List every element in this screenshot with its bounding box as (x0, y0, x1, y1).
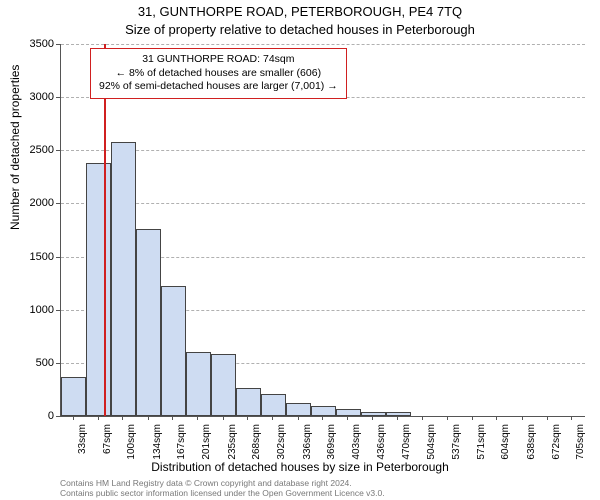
chart-title: Size of property relative to detached ho… (0, 22, 600, 37)
y-tick-mark (56, 150, 60, 151)
annotation-line2: ← 8% of detached houses are smaller (606… (99, 67, 338, 81)
histogram-bar (311, 406, 336, 416)
x-tick-mark (98, 416, 99, 420)
histogram-bar (86, 163, 111, 416)
histogram-bar (386, 412, 411, 416)
x-tick-label: 201sqm (201, 424, 212, 468)
histogram-bar (61, 377, 86, 416)
x-tick-label: 436sqm (376, 424, 387, 468)
y-tick-label: 0 (4, 410, 54, 422)
x-tick-mark (197, 416, 198, 420)
x-tick-label: 67sqm (102, 424, 113, 468)
x-tick-mark (272, 416, 273, 420)
x-tick-mark (73, 416, 74, 420)
histogram-bar (211, 354, 236, 416)
x-tick-label: 705sqm (575, 424, 586, 468)
x-tick-mark (447, 416, 448, 420)
histogram-bar (336, 409, 361, 416)
y-tick-label: 2000 (4, 197, 54, 209)
x-tick-label: 336sqm (302, 424, 313, 468)
histogram-bar (111, 142, 136, 416)
x-tick-label: 268sqm (251, 424, 262, 468)
y-tick-mark (56, 416, 60, 417)
histogram-bar (136, 229, 161, 416)
x-tick-label: 537sqm (451, 424, 462, 468)
y-tick-label: 3000 (4, 91, 54, 103)
x-tick-label: 134sqm (152, 424, 163, 468)
y-tick-label: 2500 (4, 144, 54, 156)
y-tick-label: 1000 (4, 304, 54, 316)
annotation-line1: 31 GUNTHORPE ROAD: 74sqm (99, 53, 338, 67)
x-tick-label: 638sqm (526, 424, 537, 468)
x-tick-label: 235sqm (227, 424, 238, 468)
x-tick-mark (223, 416, 224, 420)
x-tick-label: 604sqm (500, 424, 511, 468)
marker-line (104, 44, 106, 416)
x-tick-mark (347, 416, 348, 420)
y-tick-mark (56, 203, 60, 204)
gridline (61, 150, 585, 151)
x-tick-mark (298, 416, 299, 420)
x-tick-label: 504sqm (426, 424, 437, 468)
x-tick-label: 302sqm (276, 424, 287, 468)
histogram-bar (361, 412, 386, 416)
histogram-bar (186, 352, 211, 416)
x-tick-label: 571sqm (476, 424, 487, 468)
x-tick-label: 167sqm (176, 424, 187, 468)
y-tick-mark (56, 363, 60, 364)
y-tick-label: 1500 (4, 251, 54, 263)
x-tick-mark (571, 416, 572, 420)
histogram-bar (236, 388, 261, 416)
gridline (61, 44, 585, 45)
annotation-line3: 92% of semi-detached houses are larger (… (99, 80, 338, 94)
x-tick-mark (397, 416, 398, 420)
x-tick-mark (472, 416, 473, 420)
x-tick-label: 672sqm (551, 424, 562, 468)
y-tick-mark (56, 257, 60, 258)
x-tick-label: 470sqm (401, 424, 412, 468)
x-tick-mark (247, 416, 248, 420)
x-tick-mark (148, 416, 149, 420)
y-tick-mark (56, 97, 60, 98)
x-tick-mark (522, 416, 523, 420)
x-tick-mark (322, 416, 323, 420)
chart-supertitle: 31, GUNTHORPE ROAD, PETERBOROUGH, PE4 7T… (0, 4, 600, 19)
x-tick-mark (172, 416, 173, 420)
histogram-bar (286, 403, 311, 416)
histogram-bar (161, 286, 186, 416)
x-tick-label: 33sqm (77, 424, 88, 468)
x-tick-label: 369sqm (326, 424, 337, 468)
y-tick-mark (56, 310, 60, 311)
x-tick-mark (372, 416, 373, 420)
footer-licence: Contains public sector information licen… (60, 488, 385, 498)
x-tick-mark (547, 416, 548, 420)
x-tick-mark (422, 416, 423, 420)
y-tick-label: 500 (4, 357, 54, 369)
gridline (61, 203, 585, 204)
histogram-bar (261, 394, 286, 416)
plot-area (60, 44, 585, 417)
annotation-box: 31 GUNTHORPE ROAD: 74sqm ← 8% of detache… (90, 48, 347, 99)
y-tick-label: 3500 (4, 38, 54, 50)
x-tick-label: 100sqm (126, 424, 137, 468)
x-tick-label: 403sqm (351, 424, 362, 468)
x-tick-mark (496, 416, 497, 420)
x-tick-mark (122, 416, 123, 420)
y-tick-mark (56, 44, 60, 45)
footer-copyright: Contains HM Land Registry data © Crown c… (60, 478, 352, 488)
